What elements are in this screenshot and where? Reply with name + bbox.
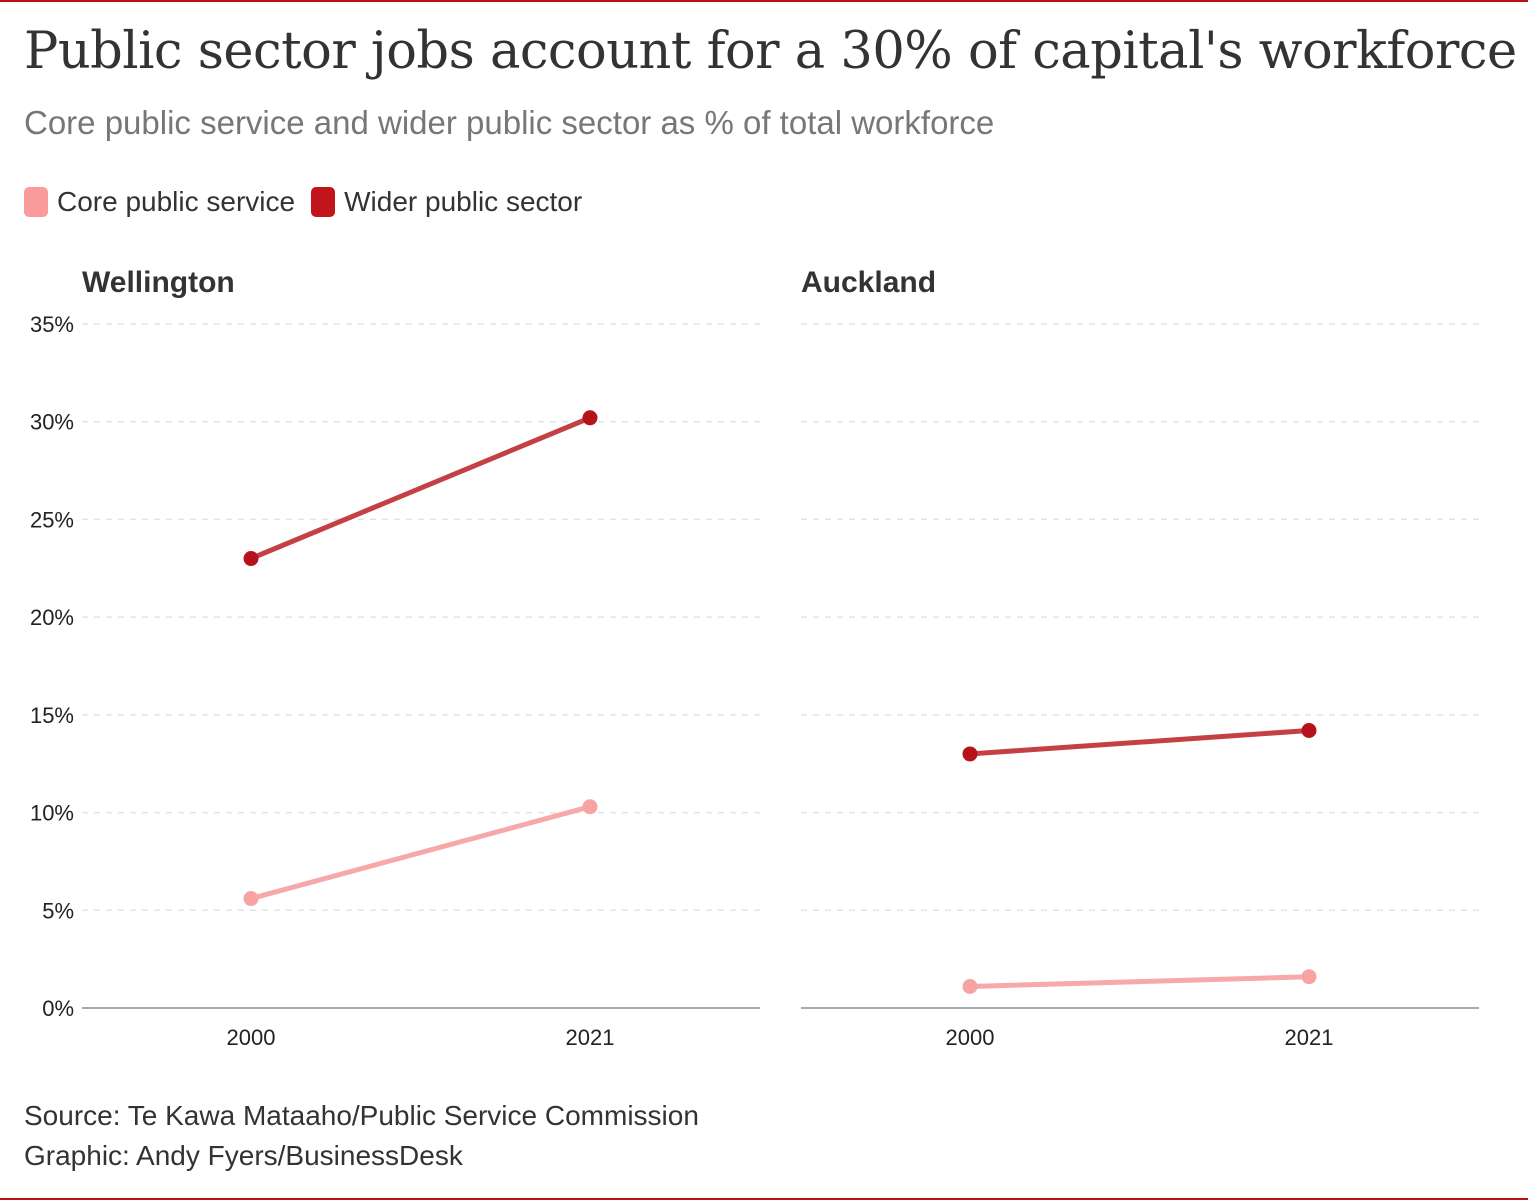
chart-title: Public sector jobs account for a 30% of … — [24, 22, 1517, 81]
series-line-core-public-service — [248, 804, 593, 902]
y-tick-label: 35% — [30, 312, 74, 337]
top-rule — [0, 0, 1528, 2]
small-multiples-chart: 0% 5% 10% 15% 20% 25% 30% 35% Wellington 2000 2021… — [30, 266, 1479, 1050]
chart-subtitle: Core public service and wider public sec… — [24, 104, 995, 141]
legend-item-core: Core public service — [24, 186, 295, 218]
legend-swatch-core — [24, 187, 48, 217]
legend: Core public service Wider public sector — [24, 186, 598, 218]
y-tick-label: 25% — [30, 507, 74, 532]
y-tick-label: 5% — [42, 898, 74, 923]
panel-auckland: Auckland 2000 2021 — [801, 266, 1479, 1050]
x-tick-label: 2000 — [946, 1025, 995, 1050]
data-point-core-public-service-2021 — [1301, 969, 1317, 985]
data-point-core-public-service-2000 — [962, 979, 978, 995]
legend-label-wider: Wider public sector — [344, 186, 583, 217]
data-point-core-public-service-2000 — [243, 891, 259, 907]
data-point-wider-public-sector-2021 — [1301, 722, 1317, 738]
source-note: Source: Te Kawa Mataaho/Public Service C… — [24, 1100, 699, 1131]
footer: Source: Te Kawa Mataaho/Public Service C… — [24, 1096, 699, 1176]
panel-title: Auckland — [801, 266, 936, 299]
x-tick-label: 2000 — [227, 1025, 276, 1050]
x-tick-label: 2021 — [566, 1025, 615, 1050]
data-point-wider-public-sector-2000 — [962, 746, 978, 762]
panel-wellington: Wellington 2000 2021 — [82, 266, 760, 1050]
y-tick-label: 15% — [30, 703, 74, 728]
legend-item-wider: Wider public sector — [311, 186, 582, 218]
panel-title: Wellington — [82, 266, 235, 299]
x-tick-label: 2021 — [1285, 1025, 1334, 1050]
series-line-core-public-service — [967, 974, 1312, 990]
data-point-wider-public-sector-2000 — [243, 551, 259, 567]
y-tick-label: 20% — [30, 605, 74, 630]
bottom-rule — [0, 1198, 1528, 1200]
credit-note: Graphic: Andy Fyers/BusinessDesk — [24, 1140, 463, 1171]
y-tick-label: 30% — [30, 410, 74, 435]
data-point-core-public-service-2021 — [582, 799, 598, 815]
series-line-wider-public-sector — [248, 415, 593, 562]
legend-label-core: Core public service — [57, 186, 296, 217]
y-tick-label: 0% — [42, 996, 74, 1021]
y-tick-label: 10% — [30, 801, 74, 826]
series-line-wider-public-sector — [967, 727, 1312, 757]
data-point-wider-public-sector-2021 — [582, 410, 598, 426]
legend-swatch-wider — [311, 187, 336, 217]
